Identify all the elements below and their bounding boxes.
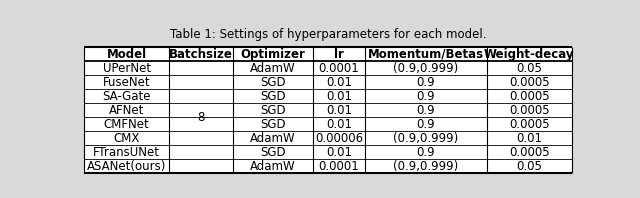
Bar [84,159,572,173]
Text: FTransUNet: FTransUNet [93,146,160,159]
Bar [84,75,572,89]
Text: AdamW: AdamW [250,160,296,173]
Text: SGD: SGD [260,146,285,159]
Text: CMX: CMX [113,132,140,145]
Text: 0.0005: 0.0005 [509,76,550,89]
Text: SGD: SGD [260,90,285,103]
Text: Optimizer: Optimizer [241,48,305,61]
Text: SA-Gate: SA-Gate [102,90,151,103]
Text: (0.9,0.999): (0.9,0.999) [393,62,458,75]
Text: 0.00006: 0.00006 [315,132,363,145]
Text: AdamW: AdamW [250,62,296,75]
Bar [84,117,572,131]
Text: (0.9,0.999): (0.9,0.999) [393,160,458,173]
Text: 0.01: 0.01 [326,146,352,159]
Text: FuseNet: FuseNet [103,76,150,89]
Text: 0.01: 0.01 [326,118,352,131]
Text: SGD: SGD [260,104,285,117]
Text: 8: 8 [198,111,205,124]
Text: 0.0001: 0.0001 [319,62,360,75]
Bar [84,47,572,61]
Text: 0.01: 0.01 [326,76,352,89]
Text: 0.0001: 0.0001 [319,160,360,173]
Text: 0.0005: 0.0005 [509,90,550,103]
Text: 0.9: 0.9 [417,76,435,89]
Text: 0.9: 0.9 [417,146,435,159]
Text: (0.9,0.999): (0.9,0.999) [393,132,458,145]
Text: Table 1: Settings of hyperparameters for each model.: Table 1: Settings of hyperparameters for… [170,28,486,41]
Bar [84,103,572,117]
Text: 0.01: 0.01 [326,90,352,103]
Text: AFNet: AFNet [109,104,145,117]
Text: UPerNet: UPerNet [102,62,151,75]
Text: 0.0005: 0.0005 [509,104,550,117]
Text: 0.0005: 0.0005 [509,146,550,159]
Text: 0.05: 0.05 [516,160,542,173]
Text: AdamW: AdamW [250,132,296,145]
Text: 0.0005: 0.0005 [509,118,550,131]
Text: SGD: SGD [260,118,285,131]
Text: Momentum/Betas: Momentum/Betas [368,48,484,61]
Text: Model: Model [107,48,147,61]
Text: 0.9: 0.9 [417,90,435,103]
Text: Weight-decay: Weight-decay [484,48,575,61]
Text: CMFNet: CMFNet [104,118,150,131]
Text: Batchsize: Batchsize [169,48,233,61]
Text: 0.01: 0.01 [326,104,352,117]
Text: 0.9: 0.9 [417,104,435,117]
Text: 0.05: 0.05 [516,62,542,75]
Bar [84,131,572,145]
Text: 0.9: 0.9 [417,118,435,131]
Bar [84,145,572,159]
Text: SGD: SGD [260,76,285,89]
Bar [84,89,572,103]
Text: ASANet(ours): ASANet(ours) [87,160,166,173]
Text: 0.01: 0.01 [516,132,542,145]
Bar [84,61,572,75]
Text: lr: lr [334,48,344,61]
